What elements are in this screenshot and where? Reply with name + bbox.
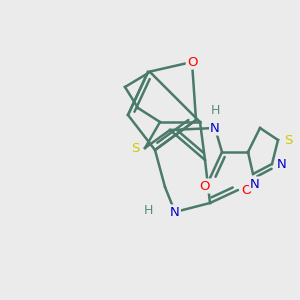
Text: N: N: [210, 122, 220, 134]
Text: H: H: [210, 103, 220, 116]
Text: H: H: [143, 203, 153, 217]
Text: O: O: [187, 56, 197, 68]
Text: O: O: [241, 184, 251, 196]
Text: O: O: [200, 179, 210, 193]
Text: N: N: [170, 206, 180, 218]
Text: S: S: [131, 142, 139, 154]
Text: N: N: [277, 158, 287, 170]
Text: N: N: [250, 178, 260, 190]
Text: S: S: [284, 134, 292, 146]
